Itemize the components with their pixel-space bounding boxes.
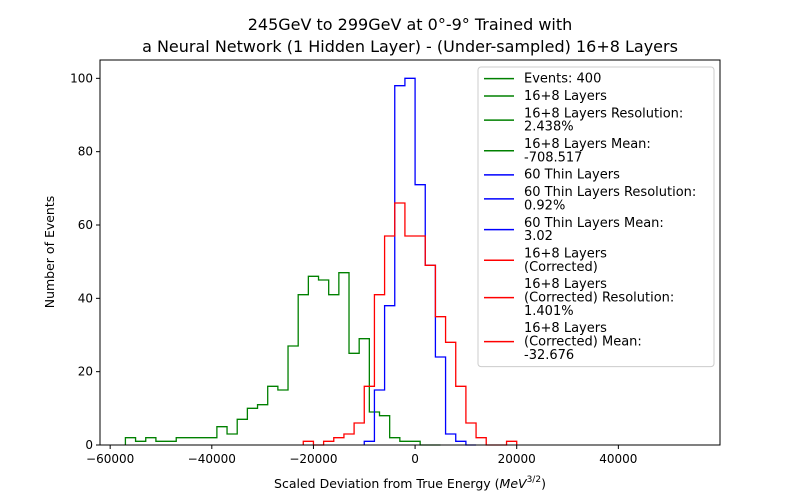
y-tick-label-3: 60	[78, 218, 93, 232]
legend-entry-9: 16+8 Layers (Corrected) Mean: -32.676	[524, 321, 642, 363]
chart-title-line-1: 245GeV to 299GeV at 0°-9° Trained with	[248, 15, 573, 34]
x-tick-label-5: 40000	[599, 452, 637, 466]
legend-entry-1: 16+8 Layers	[524, 89, 607, 104]
plot-area	[124, 77, 518, 446]
legend-entry-8: 16+8 Layers (Corrected) Resolution: 1.401%	[524, 277, 674, 319]
y-axis-ticks: 0 20 40 60 80 100	[70, 71, 100, 452]
y-axis-label: Number of Events	[42, 196, 57, 309]
x-tick-label-1: −40000	[188, 452, 236, 466]
legend-entry-0: Events: 400	[524, 72, 601, 87]
x-axis-ticks: −60000 −40000 −20000 0 20000 40000	[86, 445, 637, 466]
y-tick-label-0: 0	[85, 438, 93, 452]
legend-box	[477, 66, 715, 368]
x-tick-label-2: −20000	[289, 452, 337, 466]
legend-entry-5: 60 Thin Layers Resolution: 0.92%	[524, 185, 696, 213]
legend-entry-6: 60 Thin Layers Mean: 3.02	[524, 216, 664, 244]
legend: Events: 400 16+8 Layers 16+8 Layers Resolu…	[477, 66, 715, 368]
legend-entry-4: 60 Thin Layers	[524, 168, 620, 183]
histogram-series-2	[302, 202, 518, 446]
x-axis-label: Scaled Deviation from True Energy (MeV3/…	[274, 475, 546, 491]
chart-title-line-2: a Neural Network (1 Hidden Layer) - (Und…	[142, 37, 678, 56]
legend-entry-7: 16+8 Layers (Corrected)	[524, 247, 607, 275]
y-tick-label-1: 20	[78, 365, 93, 379]
legend-entry-2: 16+8 Layers Resolution: 2.438%	[524, 106, 683, 134]
y-tick-label-2: 40	[78, 291, 93, 305]
y-tick-label-5: 100	[70, 71, 93, 85]
histogram-series-1	[363, 77, 477, 446]
x-tick-label-3: 0	[411, 452, 419, 466]
y-tick-label-4: 80	[78, 145, 93, 159]
x-tick-label-0: −60000	[86, 452, 134, 466]
histogram-series-0	[124, 272, 441, 446]
x-tick-label-4: 20000	[498, 452, 536, 466]
axes-frame	[99, 59, 721, 446]
legend-entry-3: 16+8 Layers Mean: -708.517	[524, 137, 651, 165]
